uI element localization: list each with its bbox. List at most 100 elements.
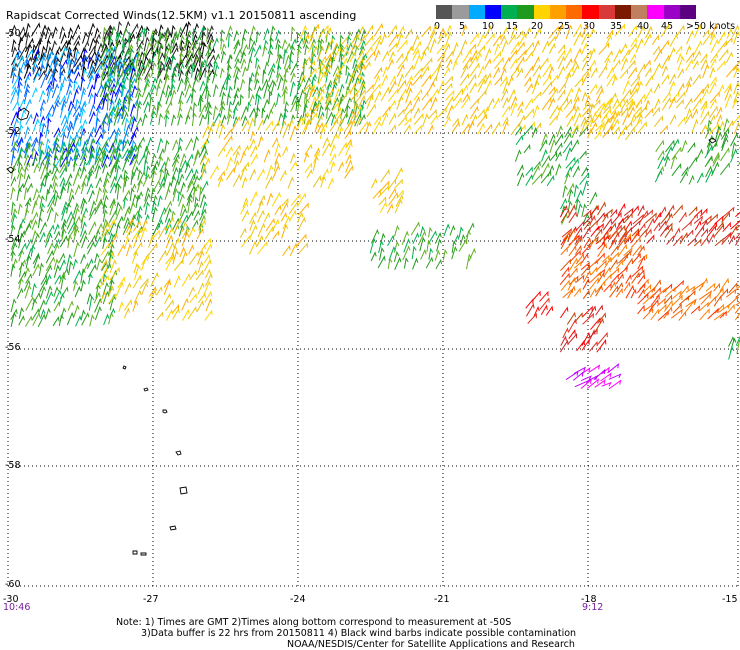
wind-barb [357,63,366,79]
wind-barb [241,119,250,132]
wind-barb [130,170,136,186]
wind-barb [586,103,593,114]
wind-barb [573,31,582,46]
wind-barb [94,57,101,69]
wind-barb [395,52,404,64]
wind-barb [249,25,256,42]
wind-barb [124,174,130,187]
wind-barb [102,177,110,193]
wind-barb [277,75,284,91]
wind-barb [67,155,74,167]
wind-barb [575,189,583,204]
wind-barb [316,114,323,125]
wind-barb [685,58,694,72]
wind-barb [94,33,101,44]
wind-barb [51,167,59,181]
wind-barb [142,27,148,42]
wind-barb [38,69,46,81]
wind-barb [67,120,73,131]
wind-barb [186,193,193,207]
wind-barb [192,53,199,65]
wind-barb [38,299,46,313]
wind-barb [274,142,281,157]
wind-barb [93,73,100,90]
wind-barb [73,79,78,91]
wind-barb [45,26,51,40]
wind-barb [123,299,133,311]
legend-label-20: 20 [531,21,544,32]
wind-barb [267,50,273,64]
wind-barb [265,175,273,189]
wind-barb [711,161,720,177]
wind-barb [554,133,564,146]
wind-barb [45,103,55,119]
wind-barb [151,206,158,222]
wind-barb [726,51,734,63]
wind-barb [345,153,352,165]
wind-barb [141,255,149,271]
wind-barb [261,98,270,114]
wind-barb [102,237,108,249]
wind-barb [614,23,626,37]
wind-barb [239,78,246,91]
wind-barb [18,45,28,60]
wind-barb [110,233,119,248]
wind-barb [630,205,639,216]
wind-barb [143,192,151,208]
island-outline [162,409,168,414]
wind-barb [596,211,605,224]
wind-barb [23,153,30,166]
wind-barb [582,49,592,63]
wind-barb [316,121,324,134]
wind-barb [103,55,112,68]
wind-barb [661,73,670,85]
wind-barb [10,224,16,235]
wind-barb [109,200,117,216]
wind-barb [127,96,133,112]
wind-barb [86,234,97,249]
wind-barb [72,171,80,186]
wind-barb [209,164,219,180]
wind-barb [658,220,667,232]
wind-barb [582,278,590,290]
wind-barb [109,197,116,209]
wind-barb [225,145,233,157]
wind-barb [589,271,602,283]
wind-barb [18,123,24,140]
wind-barb [289,124,298,141]
wind-barb [17,106,22,118]
wind-barb [620,42,628,54]
wind-barb [116,57,122,69]
wind-barb [721,232,732,246]
wind-barb [12,100,20,111]
wind-barb [40,73,49,89]
wind-barb [298,242,308,254]
wind-barb [429,38,437,53]
wind-barb [265,120,274,131]
wind-barb [25,43,33,59]
wind-barb [58,271,66,285]
wind-barb [233,86,240,99]
wind-barb [141,282,149,296]
wind-barb [25,218,33,230]
wind-barb [652,62,662,77]
wind-barb [644,228,652,238]
wind-barb [313,147,321,157]
wind-barb [59,166,67,179]
wind-barb [325,38,334,53]
wind-barb [619,68,628,79]
wind-barb [302,33,310,45]
wind-barb [33,118,40,132]
wind-barb [176,77,184,92]
wind-barb [304,98,310,113]
wind-barb [79,100,87,113]
wind-barb [297,202,309,216]
wind-barb [46,87,54,103]
wind-barb [458,226,464,238]
wind-barb [136,191,143,202]
wind-barb [357,94,366,109]
wind-barb [220,42,227,55]
wind-barb [397,55,408,70]
wind-barb [357,74,364,85]
wind-barb [24,142,31,159]
